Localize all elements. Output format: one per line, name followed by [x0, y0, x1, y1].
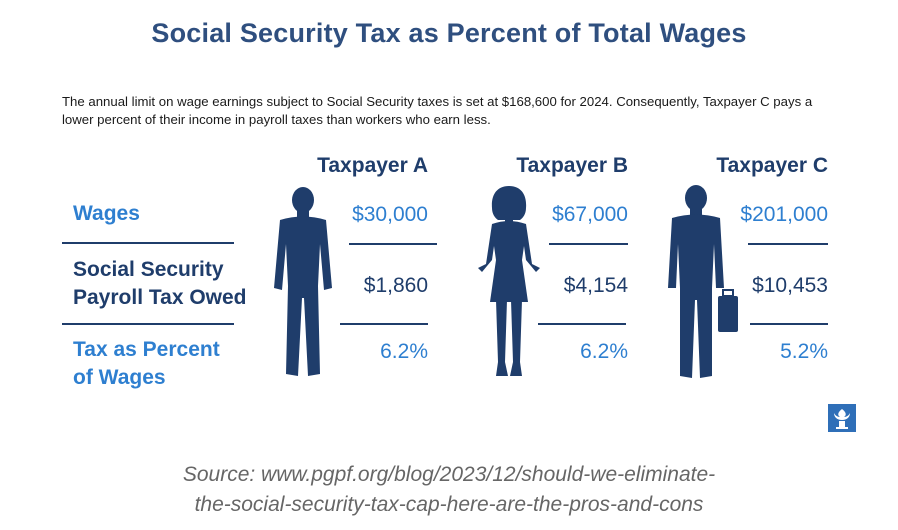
- chart-title: Social Security Tax as Percent of Total …: [151, 18, 747, 48]
- source-citation: Source: www.pgpf.org/blog/2023/12/should…: [0, 460, 898, 520]
- row-label-wages-text: Wages: [73, 202, 140, 225]
- row-label-wages: Wages: [73, 200, 140, 228]
- row-label-tax-percent-line2: of Wages: [73, 366, 166, 389]
- torch-logo-icon: [828, 404, 856, 432]
- row-divider-label-1: [62, 242, 234, 244]
- cell-tax-owed-a: $1,860: [363, 274, 428, 297]
- cell-tax-percent-c: 5.2%: [780, 340, 828, 363]
- woman-silhouette-icon: [478, 186, 540, 376]
- row-divider-a-1: [349, 243, 437, 245]
- column-header-taxpayer-b: Taxpayer B: [516, 154, 628, 177]
- row-label-tax-percent: Tax as Percent of Wages: [73, 336, 220, 392]
- cell-tax-percent-b: 6.2%: [580, 340, 628, 363]
- cell-wages-b: $67,000: [552, 203, 628, 226]
- row-divider-c-2: [750, 323, 828, 325]
- row-label-tax-owed-line1: Social Security: [73, 258, 224, 281]
- person-silhouette-icon: [274, 187, 332, 376]
- row-divider-a-2: [340, 323, 428, 325]
- column-header-taxpayer-c: Taxpayer C: [716, 154, 828, 177]
- row-label-tax-owed: Social Security Payroll Tax Owed: [73, 256, 247, 312]
- cell-wages-c: $201,000: [740, 203, 828, 226]
- source-line-1: Source: www.pgpf.org/blog/2023/12/should…: [182, 463, 716, 486]
- row-label-tax-percent-line1: Tax as Percent: [73, 338, 220, 361]
- row-divider-b-2: [538, 323, 626, 325]
- person-briefcase-silhouette-icon: [668, 185, 738, 378]
- cell-tax-owed-b: $4,154: [563, 274, 628, 297]
- row-divider-c-1: [748, 243, 828, 245]
- column-header-taxpayer-a: Taxpayer A: [317, 154, 428, 177]
- row-label-tax-owed-line2: Payroll Tax Owed: [73, 286, 247, 309]
- row-divider-b-1: [549, 243, 628, 245]
- source-line-2: the-social-security-tax-cap-here-are-the…: [194, 493, 704, 516]
- cell-tax-owed-c: $10,453: [752, 274, 828, 297]
- row-divider-label-2: [62, 323, 234, 325]
- cell-wages-a: $30,000: [352, 203, 428, 226]
- chart-subtitle: The annual limit on wage earnings subjec…: [62, 94, 813, 127]
- cell-tax-percent-a: 6.2%: [380, 340, 428, 363]
